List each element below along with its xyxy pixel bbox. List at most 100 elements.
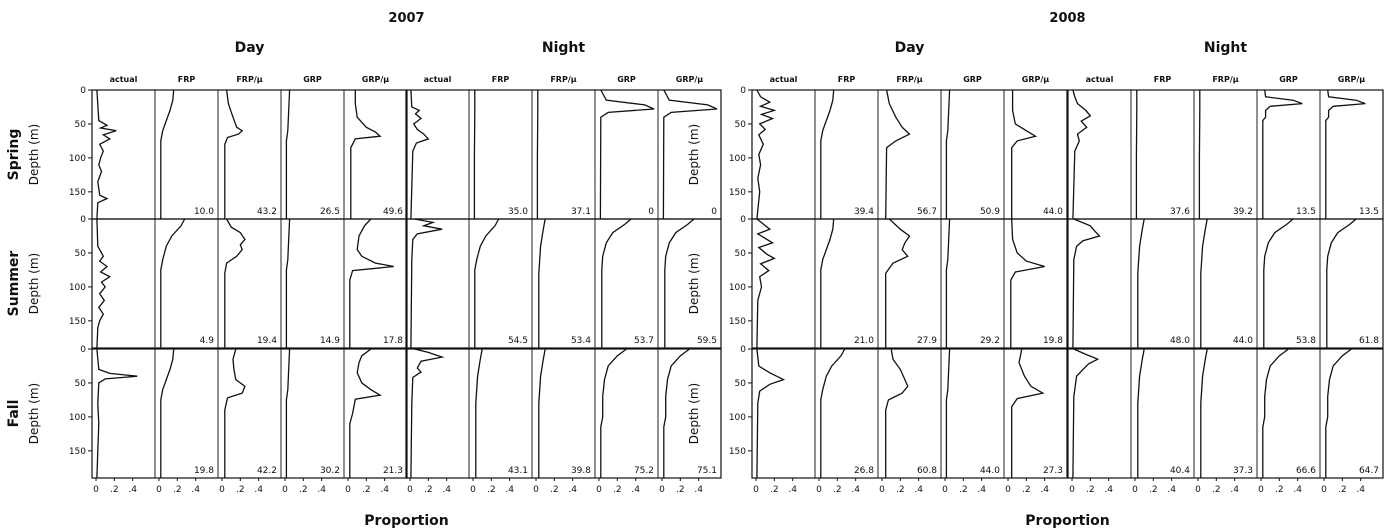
profile-line <box>885 89 911 220</box>
panel-value: 17.8 <box>383 336 403 346</box>
x-tick-label: .4 <box>788 485 797 495</box>
column-header: GRP/μ <box>1338 75 1366 84</box>
panel-value: 21.0 <box>854 336 874 346</box>
profile-line <box>285 89 291 219</box>
column-header: GRP <box>303 75 322 84</box>
column-header: GRP <box>963 75 982 84</box>
panel-value: 39.8 <box>571 466 591 476</box>
panel-value: 27.3 <box>1043 466 1063 476</box>
panel-value: 53.4 <box>571 336 591 346</box>
panel-frame <box>594 218 659 349</box>
profile-line <box>1263 218 1294 348</box>
profile-line <box>410 348 445 479</box>
y-tick-label: 100 <box>729 413 746 423</box>
x-tick-label: .2 <box>1086 485 1095 495</box>
panel-frame <box>751 89 816 220</box>
x-tick-label: 0 <box>1005 485 1011 495</box>
panel-frame <box>1003 218 1068 349</box>
panel-value: 26.5 <box>320 207 340 217</box>
x-tick-label: .2 <box>833 485 842 495</box>
x-tick-label: 0 <box>816 485 822 495</box>
panel-value: 59.5 <box>697 336 717 346</box>
panel-value: 49.6 <box>383 207 403 217</box>
panel-value: 66.6 <box>1296 466 1316 476</box>
column-header: actual <box>424 75 452 84</box>
profile-line <box>1137 348 1145 478</box>
profile-line <box>756 348 786 479</box>
panel-value: 42.2 <box>257 466 277 476</box>
panel-frame <box>468 89 533 220</box>
profile-line <box>224 89 244 219</box>
profile-line <box>224 218 246 348</box>
panel-frame <box>877 89 942 220</box>
panel-value: 44.0 <box>1043 207 1063 217</box>
x-tick-label: 0 <box>533 485 539 495</box>
panel-frame <box>91 348 156 479</box>
column-header: actual <box>110 75 138 84</box>
panel-frame <box>940 218 1005 349</box>
profile-line <box>96 218 112 349</box>
y-tick-label: 150 <box>729 447 746 457</box>
panel-frame <box>877 218 942 349</box>
profile-line <box>96 348 138 479</box>
panel-value: 43.1 <box>508 466 528 476</box>
panel-value: 39.2 <box>1233 207 1253 217</box>
panel-frame <box>405 218 470 349</box>
profile-line <box>1072 89 1092 220</box>
x-tick-label: .4 <box>851 485 860 495</box>
column-header: actual <box>770 75 798 84</box>
group-frame <box>1067 89 1384 220</box>
column-header: FRP <box>1154 75 1172 84</box>
panel-value: 44.0 <box>980 466 1000 476</box>
panel-value: 40.4 <box>1170 466 1190 476</box>
x-tick-label: .4 <box>631 485 640 495</box>
x-tick-label: .2 <box>550 485 559 495</box>
profile-line <box>349 218 394 348</box>
x-tick-label: 0 <box>93 485 99 495</box>
profile-line <box>664 218 695 348</box>
y-tick-label: 100 <box>69 283 86 293</box>
profile-line <box>945 89 951 219</box>
profile-line <box>820 218 835 348</box>
y-tick-label: 100 <box>729 283 746 293</box>
profile-line <box>1325 348 1352 478</box>
column-header: GRP <box>1279 75 1298 84</box>
profile-line <box>96 89 117 220</box>
profile-line <box>662 89 718 220</box>
panel-frame <box>280 218 345 349</box>
panel-value: 64.7 <box>1359 466 1379 476</box>
panel-frame <box>468 218 533 349</box>
panel-frame <box>814 218 879 349</box>
column-header: FRP/μ <box>236 75 262 84</box>
x-tick-label: .2 <box>487 485 496 495</box>
x-tick-label: .4 <box>505 485 514 495</box>
x-tick-label: .2 <box>896 485 905 495</box>
profile-line <box>945 348 951 478</box>
group-frame <box>1067 218 1384 349</box>
profile-line <box>663 348 690 478</box>
x-tick-label: .2 <box>236 485 245 495</box>
profile-line <box>1011 348 1045 478</box>
season-label: Spring <box>6 129 22 181</box>
profile-line <box>349 348 382 478</box>
panel-value: 75.2 <box>634 466 654 476</box>
column-header: FRP/μ <box>896 75 922 84</box>
y-tick-label: 150 <box>729 188 746 198</box>
panel-frame <box>217 348 282 479</box>
y-tick-label: 0 <box>80 345 86 355</box>
panel-frame <box>531 89 596 220</box>
profile-line <box>885 348 909 478</box>
panel-frame <box>343 89 408 220</box>
profile-line <box>1072 348 1100 479</box>
profile-line <box>474 218 500 348</box>
period-title: Night <box>1204 40 1248 56</box>
x-tick-label: .4 <box>694 485 703 495</box>
panel-frame <box>91 218 156 349</box>
profile-line <box>1200 348 1208 478</box>
x-tick-label: .4 <box>254 485 263 495</box>
panel-frame <box>594 348 659 479</box>
profile-line <box>1326 218 1357 348</box>
x-tick-label: .4 <box>1167 485 1176 495</box>
x-tick-label: .4 <box>914 485 923 495</box>
